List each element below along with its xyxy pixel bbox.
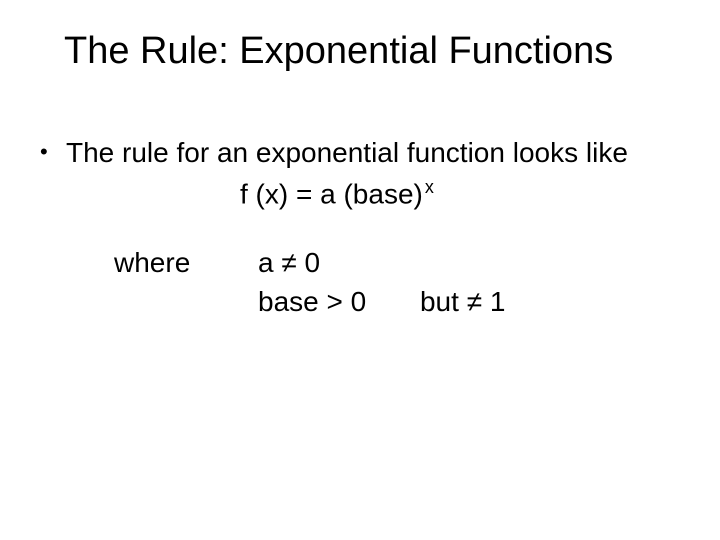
condition-base: base > 0 but ≠ 1 (258, 284, 680, 319)
where-label: where (40, 245, 258, 319)
condition-base-left: base > 0 (258, 286, 366, 317)
slide: The Rule: Exponential Functions • The ru… (0, 0, 720, 540)
slide-body: • The rule for an exponential function l… (40, 135, 680, 319)
formula: f (x) = a (base)x (40, 176, 680, 211)
bullet-text: The rule for an exponential function loo… (66, 135, 680, 170)
slide-title: The Rule: Exponential Functions (64, 30, 680, 73)
conditions: where a ≠ 0 base > 0 but ≠ 1 (40, 245, 680, 319)
condition-lines: a ≠ 0 base > 0 but ≠ 1 (258, 245, 680, 319)
bullet-marker: • (40, 135, 66, 169)
formula-exponent: x (425, 177, 434, 197)
bullet-item: • The rule for an exponential function l… (40, 135, 680, 170)
condition-base-right: but ≠ 1 (420, 284, 505, 319)
formula-lhs: f (x) = a (base) (240, 178, 423, 209)
condition-a: a ≠ 0 (258, 245, 680, 280)
